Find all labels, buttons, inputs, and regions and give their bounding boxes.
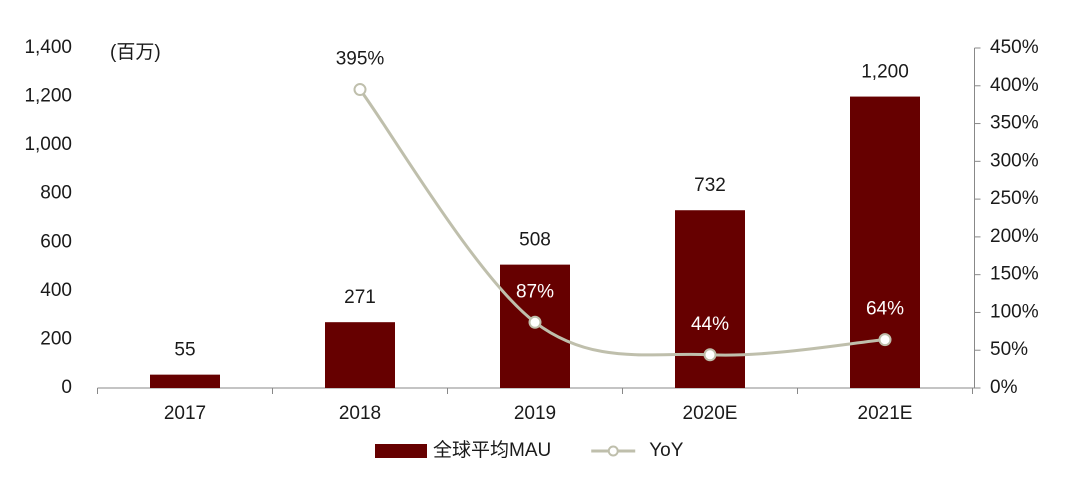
bar-value-label: 732 (694, 175, 726, 196)
y2-tick-label: 350% (990, 113, 1039, 134)
y2-tick-label: 450% (990, 37, 1039, 58)
legend-marker (607, 445, 619, 457)
bar-value-label: 1,200 (861, 62, 909, 83)
y-tick-label: 600 (40, 231, 72, 252)
line-value-label: 395% (336, 49, 385, 70)
line-marker (878, 333, 892, 347)
y-tick-label: 1,200 (24, 86, 72, 107)
x-tick-label: 2020E (683, 403, 738, 424)
line-value-label: 44% (691, 314, 729, 335)
x-tick-label: 2017 (164, 403, 206, 424)
legend-swatch (375, 444, 427, 458)
bar-value-label: 271 (344, 287, 376, 308)
bar (150, 374, 220, 388)
bar (325, 322, 395, 388)
bar-value-label: 55 (174, 340, 195, 361)
y2-tick-label: 250% (990, 188, 1039, 209)
y-tick-label: 400 (40, 280, 72, 301)
y-tick-label: 0 (61, 377, 72, 398)
y-tick-label: 800 (40, 183, 72, 204)
x-tick-label: 2018 (339, 403, 381, 424)
legend-label: YoY (649, 440, 683, 461)
line (358, 88, 886, 357)
x-tick-label: 2019 (514, 403, 556, 424)
y2-tick-label: 150% (990, 264, 1039, 285)
y2-tick-label: 200% (990, 226, 1039, 247)
y-tick-label: 1,400 (24, 37, 72, 58)
y-tick-label: 200 (40, 328, 72, 349)
line-marker (528, 315, 542, 329)
y2-tick-label: 0% (990, 377, 1018, 398)
line-value-label: 64% (866, 299, 904, 320)
y2-tick-label: 300% (990, 150, 1039, 171)
y2-tick-label: 100% (990, 301, 1039, 322)
y2-tick-label: 400% (990, 75, 1039, 96)
legend-label: 全球平均MAU (433, 439, 551, 461)
y2-tick-label: 50% (990, 339, 1028, 360)
y-tick-label: 1,000 (24, 134, 72, 155)
line-marker (703, 348, 717, 362)
line-marker (353, 83, 367, 97)
x-tick-label: 2021E (858, 403, 913, 424)
y-axis-unit: (百万) (110, 42, 161, 63)
bar-value-label: 508 (519, 230, 551, 251)
bar (675, 210, 745, 388)
line-value-label: 87% (516, 281, 554, 302)
